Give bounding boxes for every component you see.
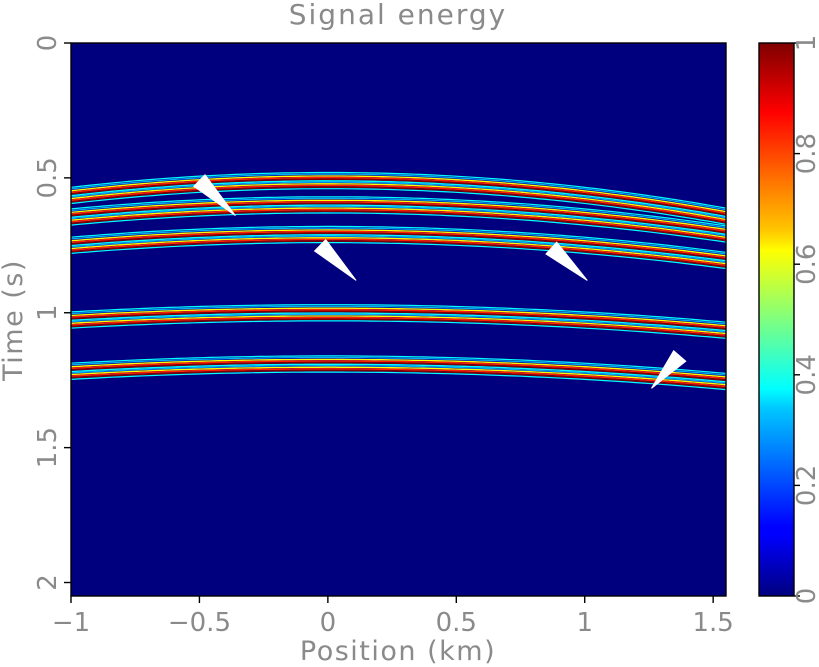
event-2 (71, 196, 726, 243)
y-tick-label: 2 (33, 574, 63, 591)
event-1 (71, 171, 726, 225)
x-tick-label: 0.5 (436, 608, 477, 638)
event-3 (71, 225, 726, 270)
x-tick-label: −0.5 (168, 608, 231, 638)
colorbar-tick-label: 0.4 (792, 354, 819, 395)
x-axis: −1 −0.5 0 0.5 1 1.5 (52, 596, 734, 638)
arrow-annotation-1 (193, 174, 236, 217)
y-tick-label: 1 (33, 304, 63, 321)
arrow-annotation-3 (545, 241, 588, 281)
colorbar-tick-label: 0.2 (792, 465, 819, 506)
colorbar-axis: 0 0.2 0.4 0.6 0.8 1 (792, 35, 819, 605)
plot-frame (70, 42, 727, 597)
colorbar-tick-label: 0.6 (792, 244, 819, 285)
y-axis: 0 0.5 1 1.5 2 (33, 35, 71, 591)
event-5 (71, 355, 726, 391)
y-tick-label: 0.5 (33, 157, 63, 198)
x-tick-label: 1.5 (692, 608, 733, 638)
annotation-arrows (193, 174, 687, 389)
x-tick-label: 1 (576, 608, 593, 638)
y-tick-label: 0 (33, 35, 63, 52)
x-tick-label: 0 (320, 608, 337, 638)
colorbar (758, 42, 795, 597)
arrow-annotation-4 (651, 349, 687, 389)
colorbar-tick-label: 0.8 (792, 133, 819, 174)
event-4 (71, 304, 726, 339)
y-axis-label: Time (s) (0, 259, 29, 382)
colorbar-tick-label: 0 (792, 588, 819, 605)
reflection-events (71, 171, 726, 391)
chart-title: Signal energy (289, 0, 507, 31)
x-tick-label: −1 (52, 608, 90, 638)
y-tick-label: 1.5 (33, 427, 63, 468)
x-axis-label: Position (km) (300, 636, 496, 667)
arrow-annotation-2 (313, 238, 357, 281)
colorbar-tick-label: 1 (792, 35, 819, 52)
